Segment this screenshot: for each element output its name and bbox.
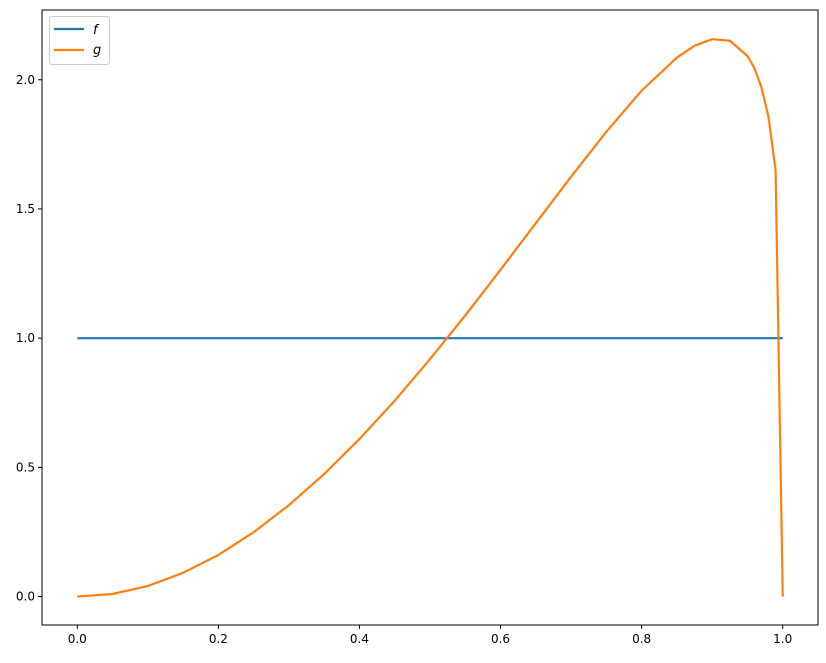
x-tick-label: 0.6 bbox=[491, 632, 510, 646]
y-tick-label: 0.5 bbox=[16, 460, 35, 474]
legend-label-f: f bbox=[93, 23, 100, 38]
y-tick-label: 2.0 bbox=[16, 73, 35, 87]
legend-label-g: g bbox=[93, 43, 101, 58]
x-tick-label: 0.4 bbox=[350, 632, 369, 646]
series-layer bbox=[77, 38, 784, 598]
y-tick-label: 0.0 bbox=[16, 590, 35, 604]
plot-area bbox=[42, 10, 818, 625]
x-tick-label: 0.2 bbox=[209, 632, 228, 646]
series-line-g bbox=[77, 38, 784, 598]
x-axis: 0.0 0.2 0.4 0.6 0.8 1.0 bbox=[68, 625, 792, 646]
legend: f g bbox=[49, 16, 110, 65]
y-tick-label: 1.5 bbox=[16, 202, 35, 216]
y-axis: 0.0 0.5 1.0 1.5 2.0 bbox=[16, 73, 42, 604]
x-tick-label: 0.0 bbox=[68, 632, 87, 646]
y-tick-label: 1.0 bbox=[16, 331, 35, 345]
x-tick-label: 0.8 bbox=[632, 632, 651, 646]
x-tick-label: 1.0 bbox=[773, 632, 792, 646]
axes-frame bbox=[41, 9, 819, 626]
